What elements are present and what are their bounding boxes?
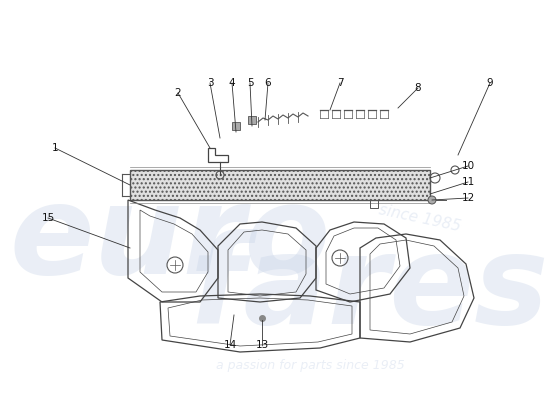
Text: fares: fares (190, 230, 550, 350)
Text: 8: 8 (415, 83, 421, 93)
Bar (130, 170, 430, 200)
Text: since 1985: since 1985 (378, 202, 463, 234)
Text: 10: 10 (461, 161, 475, 171)
Text: 14: 14 (223, 340, 236, 350)
Bar (232, 122, 240, 130)
Text: 4: 4 (229, 78, 235, 88)
Circle shape (428, 196, 436, 204)
Text: 5: 5 (247, 78, 254, 88)
Text: 9: 9 (487, 78, 493, 88)
Bar (248, 116, 256, 124)
Text: 6: 6 (265, 78, 271, 88)
Text: 1: 1 (52, 143, 58, 153)
Text: 13: 13 (255, 340, 268, 350)
Text: 2: 2 (175, 88, 182, 98)
Text: euro: euro (9, 180, 331, 300)
Text: 15: 15 (41, 213, 54, 223)
Text: 11: 11 (461, 177, 475, 187)
Text: 7: 7 (337, 78, 343, 88)
Bar (370, 200, 378, 208)
Text: a passion for parts since 1985: a passion for parts since 1985 (216, 358, 404, 372)
Text: 12: 12 (461, 193, 475, 203)
Text: 3: 3 (207, 78, 213, 88)
